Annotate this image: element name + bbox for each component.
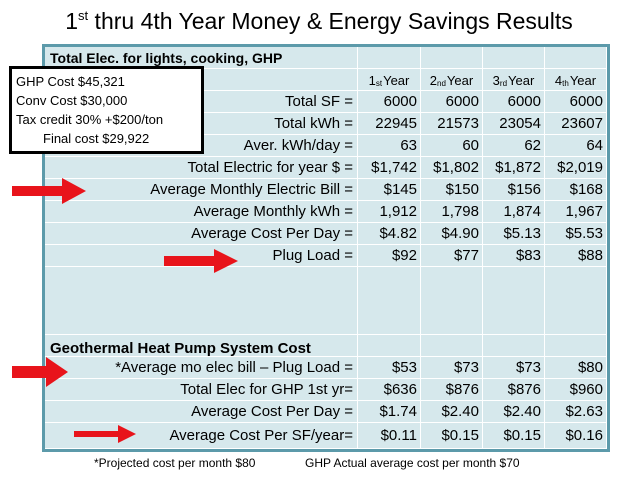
cell-value: 23054 (483, 113, 545, 135)
cell-value: $88 (545, 245, 607, 267)
cell-value: $0.15 (421, 423, 483, 449)
cell-value: $0.16 (545, 423, 607, 449)
page-title: 1st thru 4th Year Money & Energy Savings… (65, 8, 573, 34)
header-spacer (358, 47, 421, 69)
cell-value: 1,967 (545, 201, 607, 223)
row-label: Average Monthly kWh = (45, 201, 358, 223)
cell-value: $1,872 (483, 157, 545, 179)
cell-value: 1,912 (358, 201, 421, 223)
cell-value: $0.11 (358, 423, 421, 449)
cell-value: $876 (483, 379, 545, 401)
cell-value: $2,019 (545, 157, 607, 179)
row-label: Average Monthly Electric Bill = (45, 179, 358, 201)
cell-value: 6000 (545, 91, 607, 113)
cell-value: 60 (421, 135, 483, 157)
spacer-cell (45, 267, 358, 335)
cell-value: $77 (421, 245, 483, 267)
cell-value: 1,874 (483, 201, 545, 223)
cell-value: 6000 (421, 91, 483, 113)
row-label: Total Elec for GHP 1st yr= (45, 379, 358, 401)
red-arrow-icon (74, 425, 136, 443)
spacer-cell (545, 267, 607, 335)
cell-value: 63 (358, 135, 421, 157)
cell-value: 64 (545, 135, 607, 157)
callout-line: Tax credit 30% +$200/ton (16, 112, 164, 127)
cell-value: $1,802 (421, 157, 483, 179)
cell-value: $53 (358, 357, 421, 379)
callout-line: Final cost $29,922 (43, 131, 150, 146)
cell-value: 1,798 (421, 201, 483, 223)
callout-line: Conv Cost $30,000 (16, 93, 128, 108)
row-label: Plug Load = (45, 245, 358, 267)
row-label: *Average mo elec bill – Plug Load = (45, 357, 358, 379)
cell-value: $145 (358, 179, 421, 201)
cost-callout-box: GHP Cost $45,321 Conv Cost $30,000 Tax c… (9, 66, 204, 154)
row-label: Average Cost Per Day = (45, 223, 358, 245)
cell-value: 6000 (483, 91, 545, 113)
spacer-cell (358, 335, 421, 357)
red-arrow-icon (12, 178, 86, 204)
spacer-cell (545, 335, 607, 357)
cell-value: $83 (483, 245, 545, 267)
row-label: Total Electric for year $ = (45, 157, 358, 179)
header-spacer (483, 47, 545, 69)
header-spacer (545, 47, 607, 69)
header-spacer (421, 47, 483, 69)
cell-value: $0.15 (483, 423, 545, 449)
red-arrow-icon (164, 249, 238, 273)
cell-value: $73 (483, 357, 545, 379)
cell-value: $876 (421, 379, 483, 401)
cell-value: 21573 (421, 113, 483, 135)
row-label: Aver. kWh/day = (45, 135, 358, 157)
cell-value: $150 (421, 179, 483, 201)
cell-value: $5.53 (545, 223, 607, 245)
cell-value: $2.63 (545, 401, 607, 423)
callout-line: GHP Cost $45,321 (16, 74, 125, 89)
cell-value: $5.13 (483, 223, 545, 245)
cell-value: $4.90 (421, 223, 483, 245)
cell-value: 6000 (358, 91, 421, 113)
cell-value: $92 (358, 245, 421, 267)
spacer-cell (421, 267, 483, 335)
cell-value: 62 (483, 135, 545, 157)
cell-value: $2.40 (421, 401, 483, 423)
row-label: Average Cost Per Day = (45, 401, 358, 423)
cell-value: 23607 (545, 113, 607, 135)
red-arrow-icon (12, 357, 68, 387)
row-label: Average Cost Per SF/year= (45, 423, 358, 449)
spacer-cell (358, 267, 421, 335)
cell-value: $168 (545, 179, 607, 201)
cell-value: $1.74 (358, 401, 421, 423)
cell-value: $960 (545, 379, 607, 401)
cell-value: $2.40 (483, 401, 545, 423)
spacer-cell (483, 335, 545, 357)
spacer-cell (483, 267, 545, 335)
footer-note-actual: GHP Actual average cost per month $70 (305, 456, 520, 470)
cell-value: $636 (358, 379, 421, 401)
cell-value: $73 (421, 357, 483, 379)
cell-value: $80 (545, 357, 607, 379)
section-label-geothermal: Geothermal Heat Pump System Cost Average… (45, 335, 358, 357)
footer-note-projected: *Projected cost per month $80 (94, 456, 256, 470)
cell-value: $1,742 (358, 157, 421, 179)
spacer-cell (421, 335, 483, 357)
cell-value: $156 (483, 179, 545, 201)
cell-value: $4.82 (358, 223, 421, 245)
cell-value: 22945 (358, 113, 421, 135)
